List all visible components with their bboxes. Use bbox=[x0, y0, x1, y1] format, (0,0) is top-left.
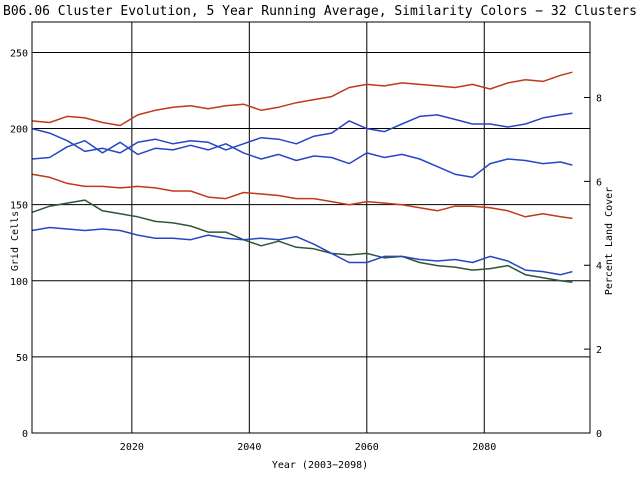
plot-frame bbox=[31, 21, 591, 434]
y-tick-label: 100 bbox=[10, 277, 28, 288]
x-axis-label: Year (2003−2098) bbox=[272, 460, 368, 471]
series-line-6 bbox=[31, 226, 573, 276]
x-tick-label: 2060 bbox=[355, 442, 379, 453]
y2-tick-label: 0 bbox=[596, 429, 602, 440]
y2-tick-label: 2 bbox=[596, 345, 602, 356]
y2-tick-label: 6 bbox=[596, 177, 602, 188]
series-line-5 bbox=[31, 199, 573, 284]
axis-ticks: 0 50 100 150 200 250 2020 2040 2060 2080 0 2 4 6 8 bbox=[10, 48, 602, 453]
y-tick-label: 200 bbox=[10, 125, 28, 136]
series-group bbox=[31, 71, 573, 284]
x-tick-label: 2020 bbox=[120, 442, 144, 453]
series-line-1 bbox=[31, 71, 573, 127]
x-tick-label: 2040 bbox=[237, 442, 261, 453]
series-line-2 bbox=[31, 112, 573, 154]
x-tick-label: 2080 bbox=[472, 442, 496, 453]
y-axis-label: Grid Cells bbox=[10, 211, 21, 271]
y2-axis-label: Percent Land Cover bbox=[604, 187, 615, 295]
y2-tick-label: 8 bbox=[596, 93, 602, 104]
grid bbox=[32, 22, 590, 433]
y2-tick-label: 4 bbox=[596, 261, 602, 272]
y-tick-label: 150 bbox=[10, 201, 28, 212]
chart-title: B06.06 Cluster Evolution, 5 Year Running… bbox=[3, 4, 637, 19]
y-tick-label: 250 bbox=[10, 48, 28, 59]
y-tick-label: 50 bbox=[16, 353, 28, 364]
series-line-3 bbox=[31, 139, 573, 179]
series-line-4 bbox=[31, 173, 573, 220]
y-tick-label: 0 bbox=[22, 429, 28, 440]
